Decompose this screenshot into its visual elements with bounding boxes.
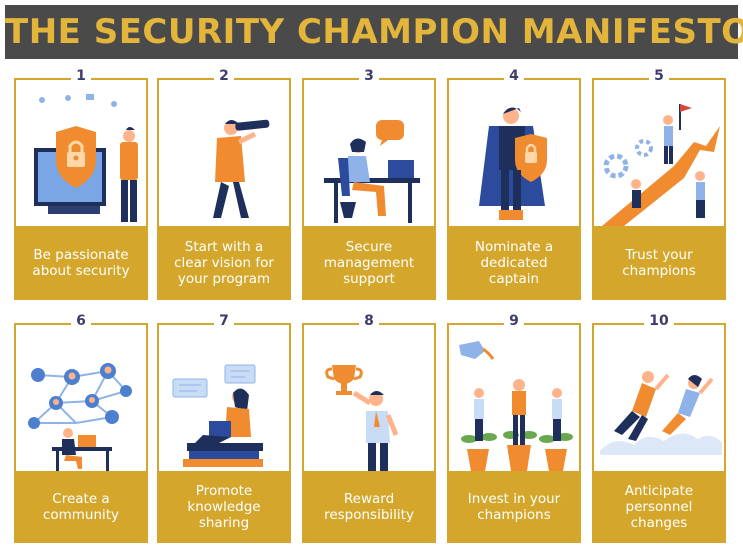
- manifesto-card-1: 1 Be passionate about security: [14, 68, 148, 300]
- card-caption: Start with a clear vision for your progr…: [157, 226, 291, 300]
- card-number: 6: [14, 313, 148, 331]
- card-caption: Anticipate personnel changes: [592, 471, 726, 543]
- card-caption: Trust your champions: [592, 226, 726, 300]
- laptop-desk-icon: [304, 86, 434, 226]
- card-number: 2: [157, 68, 291, 86]
- card-caption: Secure management support: [302, 226, 436, 300]
- watering-plants-icon: [449, 331, 579, 471]
- manifesto-card-2: 2 Start with a clear vision for your pro…: [157, 68, 291, 300]
- card-number: 1: [14, 68, 148, 86]
- card-number: 8: [302, 313, 436, 331]
- manifesto-card-4: 4 Nominate a dedicated captain: [447, 68, 581, 300]
- manifesto-card-5: 5 Trust your champions: [592, 68, 726, 300]
- card-caption: Reward responsibility: [302, 471, 436, 543]
- card-number: 10: [592, 313, 726, 331]
- card-number: 7: [157, 313, 291, 331]
- telescope-icon: [159, 86, 289, 226]
- manifesto-card-9: 9 Invest in you: [447, 313, 581, 543]
- books-reading-icon: [159, 331, 289, 471]
- card-caption: Nominate a dedicated captain: [447, 226, 581, 300]
- manifesto-card-8: 8 Reward responsibility: [302, 313, 436, 543]
- manifesto-card-10: 10 Anticipate personnel changes: [592, 313, 726, 543]
- card-number: 3: [302, 68, 436, 86]
- manifesto-card-6: 6 Create a community: [14, 313, 148, 543]
- manifesto-card-3: 3 Secure management support: [302, 68, 436, 300]
- card-number: 9: [447, 313, 581, 331]
- card-caption: Invest in your champions: [447, 471, 581, 543]
- card-caption: Be passionate about security: [14, 226, 148, 300]
- security-monitor-icon: [16, 86, 146, 226]
- card-caption: Promote knowledge sharing: [157, 471, 291, 543]
- trophy-icon: [304, 331, 434, 471]
- title-banner: THE SECURITY CHAMPION MANIFESTO: [5, 5, 743, 59]
- superhero-shield-icon: [449, 86, 579, 226]
- card-caption: Create a community: [14, 471, 148, 543]
- page-title: THE SECURITY CHAMPION MANIFESTO: [5, 12, 743, 52]
- flying-people-icon: [594, 331, 724, 471]
- card-number: 5: [592, 68, 726, 86]
- card-number: 4: [447, 68, 581, 86]
- growth-arrow-icon: [594, 86, 724, 226]
- network-icon: [16, 331, 146, 471]
- manifesto-card-7: 7 Promote knowledge sharing: [157, 313, 291, 543]
